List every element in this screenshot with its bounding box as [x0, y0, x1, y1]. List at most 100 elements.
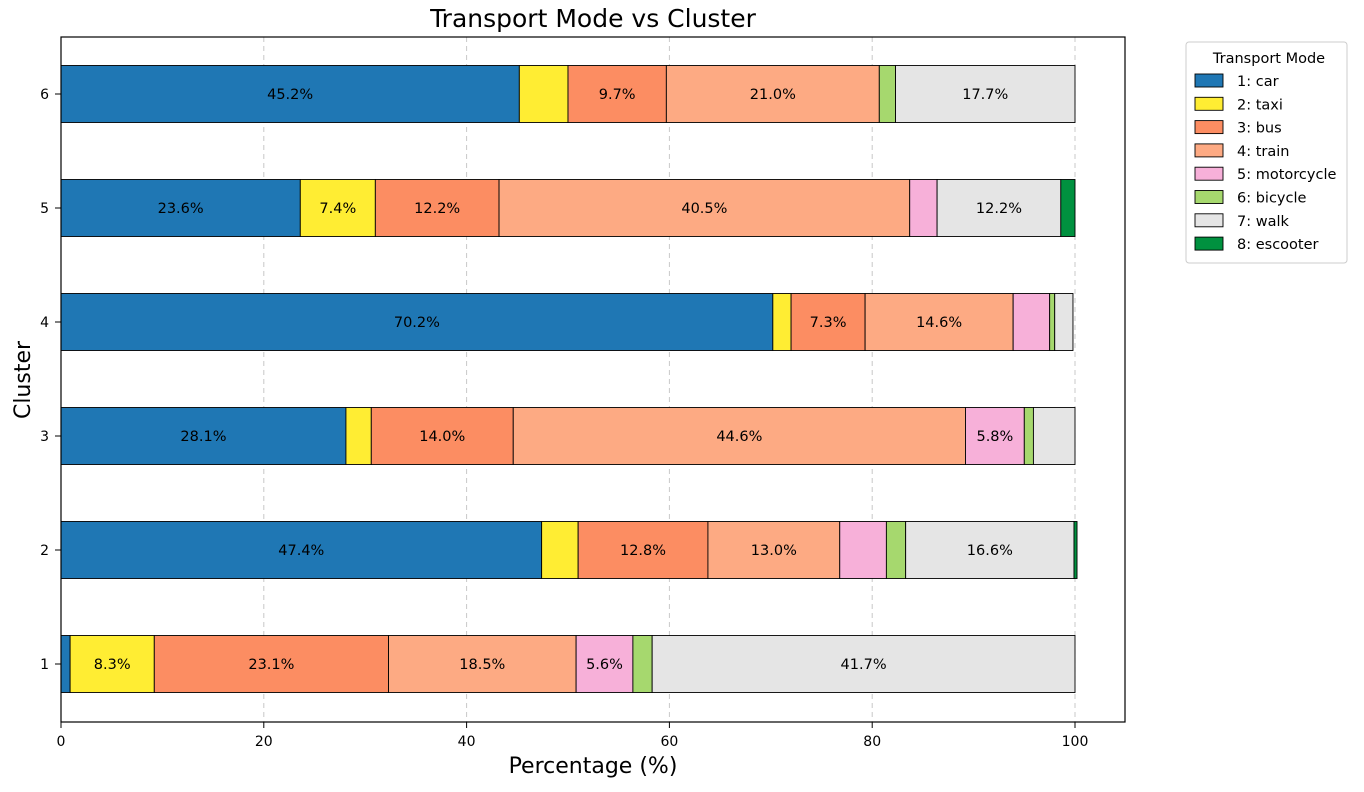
bar-segment [518, 65, 569, 123]
plot-frame [60, 36, 1126, 723]
y-tick-label: 2 [40, 543, 49, 559]
data-label: 18.5% [459, 657, 505, 673]
legend-label: 8: escooter [1237, 237, 1319, 253]
bar-segment [1023, 407, 1034, 465]
bar-segment [498, 179, 911, 237]
x-tick-label: 20 [255, 734, 273, 750]
legend-label: 2: taxi [1237, 97, 1283, 113]
x-tick-label: 80 [863, 734, 881, 750]
bar-segment [905, 521, 1075, 579]
x-axis: 0 20 40 60 80 100 [57, 722, 1089, 750]
bar-segment [541, 521, 579, 579]
data-label: 7.3% [810, 315, 847, 331]
legend-swatch [1194, 190, 1224, 204]
data-label: 14.0% [419, 429, 465, 445]
bar-segment [965, 407, 1025, 465]
data-label: 8.3% [94, 657, 131, 673]
legend: Transport Mode 1: car 2: taxi 3: bus 4: tra… [1185, 41, 1348, 264]
bar-segment [153, 635, 389, 693]
legend-swatch [1194, 236, 1224, 251]
bar-segment [60, 635, 71, 693]
chart-title: Transport Mode vs Cluster [429, 4, 757, 33]
legend-label: 5: motorcycle [1237, 167, 1336, 183]
bar-segment [895, 65, 1076, 123]
bar-segment [1073, 521, 1078, 579]
x-axis-title: Percentage (%) [509, 754, 678, 779]
legend-swatch [1194, 73, 1224, 88]
bar-segment [1032, 407, 1076, 465]
data-label: 23.6% [158, 201, 204, 217]
data-label: 7.4% [319, 201, 356, 217]
legend-label: 1: car [1237, 74, 1279, 90]
legend-label: 3: bus [1237, 121, 1282, 137]
grid-lines [60, 37, 1076, 722]
y-tick-label: 5 [40, 201, 49, 217]
bar-segment [864, 293, 1014, 351]
legend-swatch [1194, 143, 1224, 158]
bar-segment [345, 407, 372, 465]
bar-segment [909, 179, 938, 237]
bar-segment [575, 635, 634, 693]
data-label: 12.8% [620, 543, 666, 559]
data-label: 41.7% [841, 657, 887, 673]
data-label: 16.6% [967, 543, 1013, 559]
legend-label: 6: bicycle [1237, 191, 1307, 207]
segment-labels: 8.3% 23.1% 18.5% 5.6% 41.7% 47.4% 12.8% 13.0% 16… [94, 87, 1022, 673]
x-tick-label: 0 [57, 734, 66, 750]
bar-segment [936, 179, 1062, 237]
bar-segment [632, 635, 653, 693]
y-tick-label: 4 [40, 315, 49, 331]
bar-segment [388, 635, 577, 693]
data-label: 70.2% [394, 315, 440, 331]
legend-swatch [1194, 166, 1224, 181]
x-tick-label: 60 [660, 734, 678, 750]
legend-label: 7: walk [1237, 214, 1289, 230]
data-label: 21.0% [750, 87, 796, 103]
data-label: 14.6% [916, 315, 962, 331]
data-label: 5.6% [586, 657, 623, 673]
legend-swatch [1194, 96, 1224, 111]
x-tick-label: 40 [458, 734, 476, 750]
bars [60, 65, 1078, 693]
legend-label: 4: train [1237, 144, 1289, 160]
bar-segment [665, 65, 880, 123]
bar-segment [512, 407, 966, 465]
data-label: 13.0% [751, 543, 797, 559]
data-label: 45.2% [267, 87, 313, 103]
bar-segment [772, 293, 792, 351]
bar-segment [567, 65, 667, 123]
y-tick-label: 1 [40, 657, 49, 673]
data-label: 40.5% [681, 201, 727, 217]
legend-title: Transport Mode [1212, 51, 1325, 67]
data-label: 12.2% [976, 201, 1022, 217]
data-label: 5.8% [976, 429, 1013, 445]
y-tick-label: 6 [40, 87, 49, 103]
bar-segment [1012, 293, 1051, 351]
bar-segment [839, 521, 887, 579]
bar-segment [60, 65, 520, 123]
bar-segment [374, 179, 500, 237]
y-tick-label: 3 [40, 429, 49, 445]
data-label: 44.6% [716, 429, 762, 445]
data-label: 23.1% [248, 657, 294, 673]
bar-segment [878, 65, 896, 123]
bar-segment [299, 179, 376, 237]
bar-segment [60, 293, 774, 351]
bar-segment [1060, 179, 1076, 237]
bar-segment [1049, 293, 1056, 351]
legend-frame [1185, 41, 1348, 264]
bar-segment [69, 635, 155, 693]
y-axis-title: Cluster [11, 340, 36, 419]
bar-segment [885, 521, 907, 579]
data-label: 28.1% [180, 429, 226, 445]
x-tick-label: 100 [1062, 734, 1089, 750]
bar-segment [1054, 293, 1074, 351]
data-label: 47.4% [278, 543, 324, 559]
bar-segment [370, 407, 514, 465]
data-label: 17.7% [962, 87, 1008, 103]
data-label: 12.2% [414, 201, 460, 217]
bar-segment [60, 407, 347, 465]
data-label: 9.7% [599, 87, 636, 103]
y-axis: 1 2 3 4 5 6 [40, 87, 61, 673]
